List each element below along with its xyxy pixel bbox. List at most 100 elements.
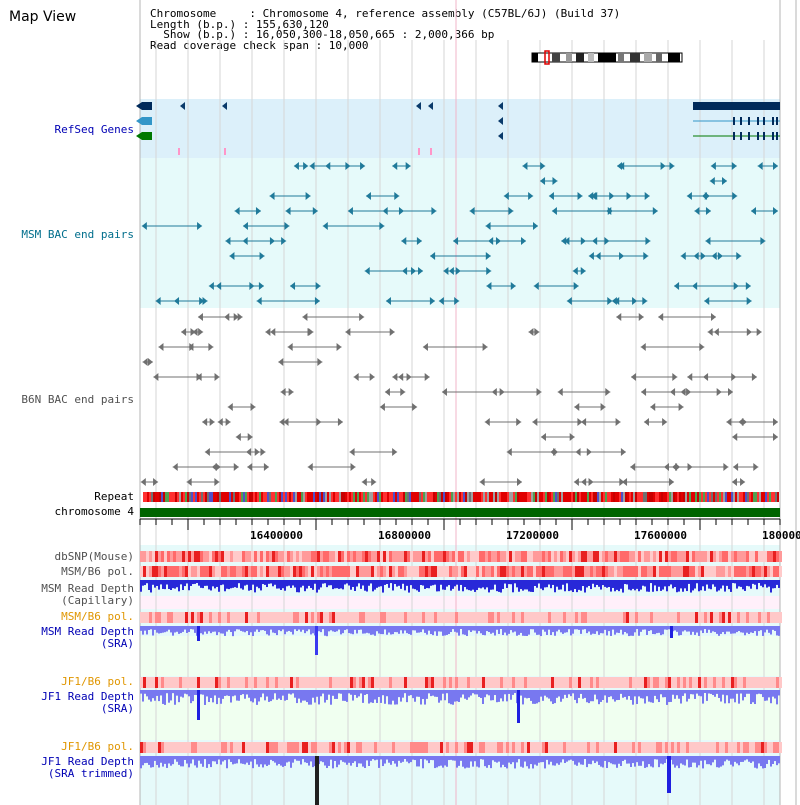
read-depth-bar: [206, 580, 208, 586]
polymorphism-cell: [155, 612, 158, 623]
repeat-block: [297, 492, 299, 502]
polymorphism-cell: [152, 742, 155, 753]
b6n-bac-end: [307, 463, 313, 471]
read-depth-bar: [332, 626, 334, 632]
polymorphism-cell: [608, 551, 611, 562]
polymorphism-cell: [212, 677, 215, 688]
read-depth-bar: [266, 690, 268, 697]
polymorphism-cell: [494, 566, 497, 577]
polymorphism-cell: [464, 677, 467, 688]
read-depth-bar: [718, 756, 720, 768]
polymorphism-cell: [347, 551, 350, 562]
read-depth-bar: [568, 626, 570, 630]
polymorphism-cell: [371, 742, 374, 753]
polymorphism-cell: [779, 612, 782, 623]
polymorphism-cell: [341, 742, 344, 753]
msm-bac-end: [290, 282, 296, 290]
polymorphism-cell: [299, 551, 302, 562]
polymorphism-cell: [488, 551, 491, 562]
b6n-bac-end: [711, 313, 717, 321]
gene-mark: [418, 148, 420, 155]
polymorphism-cell: [647, 742, 650, 753]
repeat-block: [607, 492, 609, 502]
polymorphism-cell: [653, 677, 656, 688]
refseq-track-label[interactable]: RefSeq Genes: [54, 123, 134, 136]
polymorphism-cell: [308, 551, 311, 562]
read-depth-bar: [426, 626, 428, 635]
polymorphism-cell: [653, 612, 656, 623]
read-depth-bar: [508, 756, 510, 763]
repeat-block: [261, 492, 263, 502]
read-depth-bar: [456, 580, 458, 585]
read-depth-bar: [366, 690, 368, 695]
msm-bac-end: [325, 162, 331, 170]
polymorphism-cell: [563, 566, 566, 577]
polymorphism-cell: [326, 677, 329, 688]
read-depth-bar: [360, 690, 362, 694]
read-depth-bar: [564, 626, 566, 633]
read-depth-bar: [340, 626, 342, 635]
repeat-block: [245, 492, 247, 502]
polymorphism-cell: [317, 742, 320, 753]
b6n-bac-end: [214, 478, 220, 486]
read-depth-bar: [158, 690, 160, 702]
read-depth-bar: [290, 626, 292, 632]
polymorphism-cell: [347, 566, 350, 577]
repeat-block: [705, 492, 707, 502]
read-depth-bar: [262, 756, 264, 768]
polymorphism-cell: [626, 612, 629, 623]
polymorphism-cell: [374, 742, 377, 753]
polymorphism-cell: [698, 551, 701, 562]
msm-bac-track-label[interactable]: MSM BAC end pairs: [21, 228, 134, 241]
axis-tick-label: 16400000: [250, 529, 303, 542]
repeat-block: [521, 492, 523, 502]
read-depth-bar: [354, 626, 356, 630]
polymorphism-cell: [617, 742, 620, 753]
read-depth-bar: [620, 690, 622, 694]
repeat-block: [663, 492, 665, 502]
read-depth-bar: [632, 756, 634, 764]
polymorphism-cell: [302, 551, 305, 562]
read-depth-bar: [178, 756, 180, 765]
read-depth-bar: [278, 756, 280, 764]
repeat-block: [741, 492, 743, 502]
repeat-block: [473, 492, 475, 502]
polymorphism-cell: [398, 551, 401, 562]
read-depth-bar: [160, 626, 162, 634]
polymorphism-cell: [284, 612, 287, 623]
b6n-bac-track-label[interactable]: B6N BAC end pairs: [21, 393, 134, 406]
msm-bac-end: [721, 177, 727, 185]
read-depth-bar: [716, 756, 718, 768]
polymorphism-cell: [617, 566, 620, 577]
read-depth-bar: [304, 626, 306, 634]
repeat-block: [465, 492, 467, 502]
read-depth-bar: [594, 690, 596, 695]
repeat-block: [655, 492, 657, 502]
polymorphism-cell: [464, 612, 467, 623]
polymorphism-cell: [506, 566, 509, 577]
read-depth-bar: [650, 756, 652, 767]
polymorphism-cell: [539, 551, 542, 562]
read-depth-bar: [398, 756, 400, 761]
polymorphism-cell: [608, 566, 611, 577]
polymorphism-cell: [449, 612, 452, 623]
polymorphism-cell: [209, 677, 212, 688]
polymorphism-cell: [275, 612, 278, 623]
repeat-block: [333, 492, 335, 502]
polymorphism-cell: [425, 566, 428, 577]
read-depth-bar: [510, 626, 512, 631]
polymorphism-cell: [644, 551, 647, 562]
read-depth-bar: [548, 580, 550, 585]
repeat-block: [623, 492, 625, 502]
read-depth-bar: [574, 690, 576, 700]
polymorphism-cell: [578, 677, 581, 688]
read-depth-bar: [646, 690, 648, 697]
polymorphism-cell: [383, 551, 386, 562]
b6n-bac-end: [569, 433, 575, 441]
read-depth-bar: [612, 690, 614, 700]
read-depth-bar: [550, 690, 552, 702]
read-depth-bar: [626, 690, 628, 700]
polymorphism-cell: [143, 566, 146, 577]
